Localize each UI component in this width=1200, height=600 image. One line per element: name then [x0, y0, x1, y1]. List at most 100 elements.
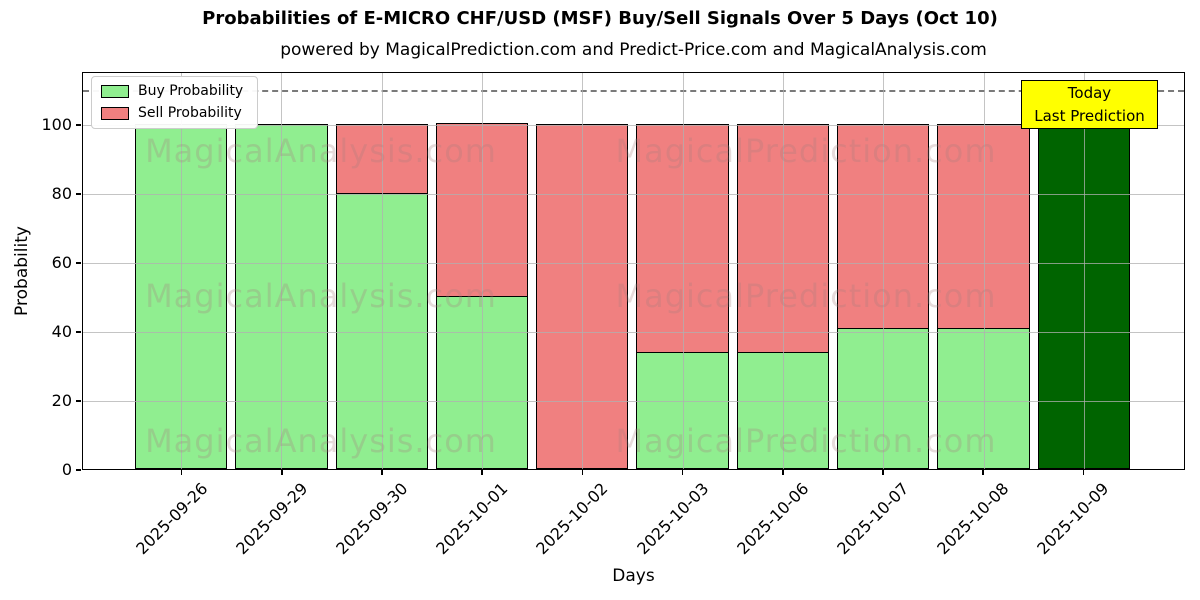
stacked-bar-2025-10-08	[937, 73, 1030, 469]
buy-segment	[135, 124, 228, 469]
bar-slot-2025-10-01	[432, 73, 532, 469]
watermark: MagicalPrediction.com	[615, 132, 997, 170]
bar-slot-2025-10-02	[532, 73, 632, 469]
stacked-bar-2025-10-07	[837, 73, 930, 469]
legend-item-sell: Sell Probability	[101, 105, 243, 121]
x-tick-label: 2025-09-29	[232, 479, 312, 559]
sell-segment	[335, 124, 428, 193]
vertical-gridline	[883, 73, 885, 469]
watermark-layer: MagicalAnalysis.com MagicalPrediction.com…	[83, 73, 1184, 469]
x-tick-mark	[281, 470, 283, 475]
horizontal-gridline	[83, 331, 1184, 333]
sell-color-swatch	[101, 106, 129, 120]
plot-area: MagicalAnalysis.com MagicalPrediction.com…	[82, 72, 1185, 470]
y-tick-mark	[76, 331, 81, 333]
vertical-gridline	[1083, 73, 1085, 469]
x-tick-label: 2025-10-01	[432, 479, 512, 559]
x-tick-mark	[581, 470, 584, 475]
buy-segment	[636, 352, 729, 469]
horizontal-gridline	[83, 400, 1184, 402]
y-tick-mark	[76, 400, 81, 402]
x-tick-label: 2025-10-06	[733, 479, 813, 559]
bar-slot-2025-10-07	[833, 73, 933, 469]
stacked-bar-2025-09-26	[135, 73, 228, 469]
today-bar-segment	[1037, 124, 1130, 469]
bar-slot-2025-09-30	[332, 73, 432, 469]
buy-segment	[736, 352, 830, 469]
sell-segment	[837, 124, 930, 328]
horizontal-gridline	[83, 193, 1184, 195]
y-tick-label: 20	[51, 391, 72, 410]
y-tick-mark	[76, 469, 81, 471]
sell-segment	[435, 123, 529, 296]
sell-segment	[736, 124, 830, 352]
vertical-gridline	[181, 73, 183, 469]
bar-slot-2025-10-08	[933, 73, 1033, 469]
x-tick-mark	[1082, 470, 1085, 475]
today-annotation: Today Last Prediction	[1021, 80, 1158, 129]
y-tick-label: 60	[51, 253, 72, 272]
vertical-gridline	[682, 73, 684, 469]
legend: Buy Probability Sell Probability	[91, 76, 259, 129]
watermark: MagicalPrediction.com	[615, 422, 997, 460]
buy-segment	[435, 296, 529, 469]
vertical-gridline	[782, 73, 784, 469]
bars-layer	[83, 73, 1184, 469]
sell-segment	[636, 124, 729, 352]
watermark: MagicalAnalysis.com	[145, 422, 497, 460]
x-tick-label: 2025-10-09	[1033, 479, 1113, 559]
x-axis-label: Days	[612, 566, 655, 586]
x-tick-label: 2025-09-30	[332, 479, 412, 559]
buy-segment	[837, 328, 930, 469]
vertical-gridline	[381, 73, 383, 469]
x-tick-mark	[882, 470, 884, 475]
stacked-bar-2025-10-06	[736, 73, 830, 469]
gridline-layer	[83, 73, 1184, 469]
watermark: MagicalAnalysis.com	[145, 132, 497, 170]
x-tick-mark	[481, 470, 483, 475]
vertical-gridline	[281, 73, 283, 469]
stacked-bar-2025-09-30	[335, 73, 428, 469]
bar-slot-2025-10-06	[733, 73, 833, 469]
buy-segment	[235, 124, 328, 469]
legend-buy-label: Buy Probability	[138, 83, 244, 99]
y-tick-label: 100	[41, 115, 72, 134]
stacked-bar-2025-10-01	[435, 73, 529, 469]
x-tick-mark	[782, 470, 784, 475]
legend-item-buy: Buy Probability	[101, 83, 243, 99]
chart-subtitle: powered by MagicalPrediction.com and Pre…	[280, 40, 987, 60]
bar-slot-2025-10-03	[632, 73, 732, 469]
x-tick-label: 2025-10-08	[933, 479, 1013, 559]
bar-slot-2025-09-26	[131, 73, 231, 469]
x-tick-mark	[381, 470, 383, 475]
x-tick-mark	[180, 470, 183, 475]
x-tick-label: 2025-10-07	[833, 479, 913, 559]
buy-color-swatch	[101, 84, 129, 98]
today-threshold-dashed-line	[83, 90, 1184, 92]
y-tick-label: 0	[61, 460, 72, 479]
watermark: MagicalPrediction.com	[615, 277, 997, 315]
x-tick-mark	[681, 470, 684, 475]
x-tick-mark	[982, 470, 984, 475]
bar-slot-2025-09-29	[231, 73, 331, 469]
x-tick-label: 2025-10-03	[632, 479, 713, 559]
y-tick-mark	[76, 262, 81, 264]
buy-segment	[335, 193, 428, 469]
x-tick-label: 2025-10-02	[532, 479, 612, 559]
y-tick-label: 40	[51, 322, 72, 341]
watermark: MagicalAnalysis.com	[145, 277, 497, 315]
stacked-bar-2025-10-03	[636, 73, 729, 469]
today-annotation-line1: Today	[1067, 84, 1112, 102]
stacked-bar-2025-10-02	[536, 73, 629, 469]
legend-sell-label: Sell Probability	[138, 105, 242, 121]
bar-slot-2025-10-09	[1034, 73, 1134, 469]
y-tick-mark	[76, 193, 81, 195]
vertical-gridline	[983, 73, 985, 469]
y-tick-label: 80	[51, 184, 72, 203]
horizontal-gridline	[83, 262, 1184, 264]
buy-segment	[937, 328, 1030, 469]
today-annotation-line2: Last Prediction	[1034, 106, 1145, 125]
sell-segment	[536, 124, 629, 469]
y-tick-mark	[76, 124, 81, 126]
